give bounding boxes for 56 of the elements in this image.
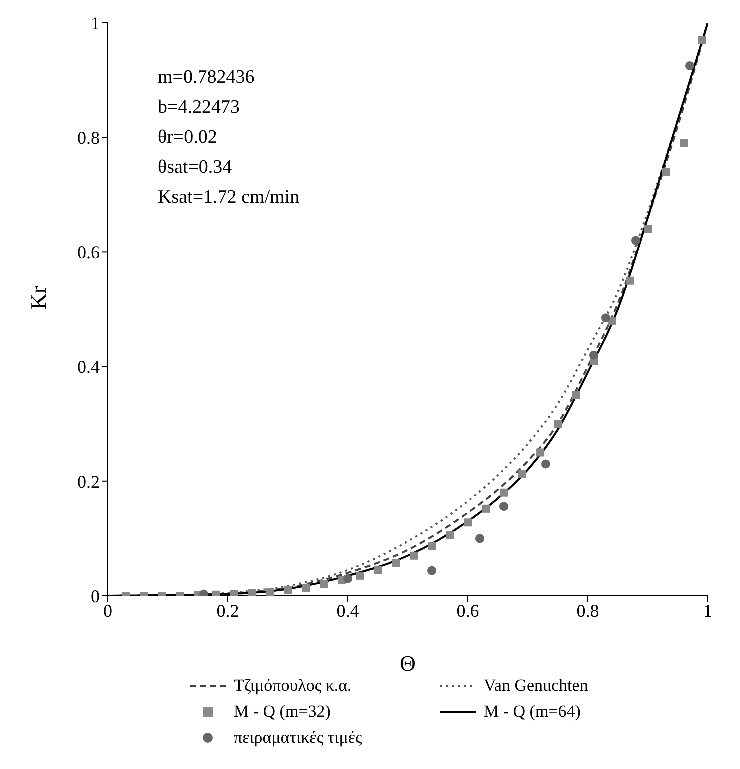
point <box>662 168 670 176</box>
point <box>320 580 328 589</box>
y-tick-label: 1 <box>91 13 100 34</box>
point <box>284 586 292 594</box>
point <box>475 534 485 544</box>
annotation: θr=0.02 <box>158 126 218 150</box>
point <box>499 502 509 512</box>
annotation: m=0.782436 <box>158 66 256 90</box>
point <box>356 572 364 580</box>
point <box>343 574 353 584</box>
point <box>410 552 418 560</box>
point <box>698 36 706 44</box>
point <box>631 236 641 246</box>
x-tick-label: 1 <box>704 600 712 621</box>
point <box>446 531 454 540</box>
annotation: b=4.22473 <box>158 96 241 120</box>
legend-label: πειραματικές τιμές <box>234 728 362 748</box>
point <box>626 276 634 285</box>
legend-label: M - Q (m=64) <box>484 702 581 722</box>
point <box>685 61 695 70</box>
legend-label: M - Q (m=32) <box>234 702 331 722</box>
point <box>680 139 688 148</box>
y-tick-label: 0.6 <box>78 242 100 263</box>
point <box>601 314 611 323</box>
point <box>572 391 580 400</box>
x-tick-label: 0 <box>104 600 112 621</box>
x-tick-label: 0.6 <box>456 600 480 621</box>
x-tick-label: 0.2 <box>216 600 240 621</box>
point <box>427 566 437 576</box>
annotation: θsat=0.34 <box>158 156 234 180</box>
point <box>518 470 526 479</box>
point <box>482 504 490 513</box>
point <box>248 589 256 596</box>
point <box>374 566 382 574</box>
point <box>554 420 562 428</box>
point <box>266 588 274 596</box>
point <box>464 518 472 527</box>
point <box>589 350 599 360</box>
annotation: Ksat=1.72 cm/min <box>158 186 300 210</box>
point <box>428 542 436 550</box>
legend-label: Τζιμόπουλος κ.α. <box>234 676 352 696</box>
point <box>541 460 551 469</box>
point <box>392 559 400 568</box>
y-tick-label: 0.2 <box>78 472 100 492</box>
x-tick-label: 0.8 <box>576 600 600 621</box>
y-tick-label: 0 <box>91 586 100 606</box>
legend-label: Van Genuchten <box>484 676 588 696</box>
y-tick-label: 0.4 <box>78 357 100 378</box>
point <box>500 488 508 497</box>
point <box>536 448 544 457</box>
x-axis-title: Θ <box>400 651 416 676</box>
y-axis-title: Kr <box>26 286 51 310</box>
y-tick-label: 0.8 <box>78 128 100 148</box>
x-tick-label: 0.4 <box>336 600 360 621</box>
point <box>644 225 652 234</box>
point <box>302 584 310 592</box>
